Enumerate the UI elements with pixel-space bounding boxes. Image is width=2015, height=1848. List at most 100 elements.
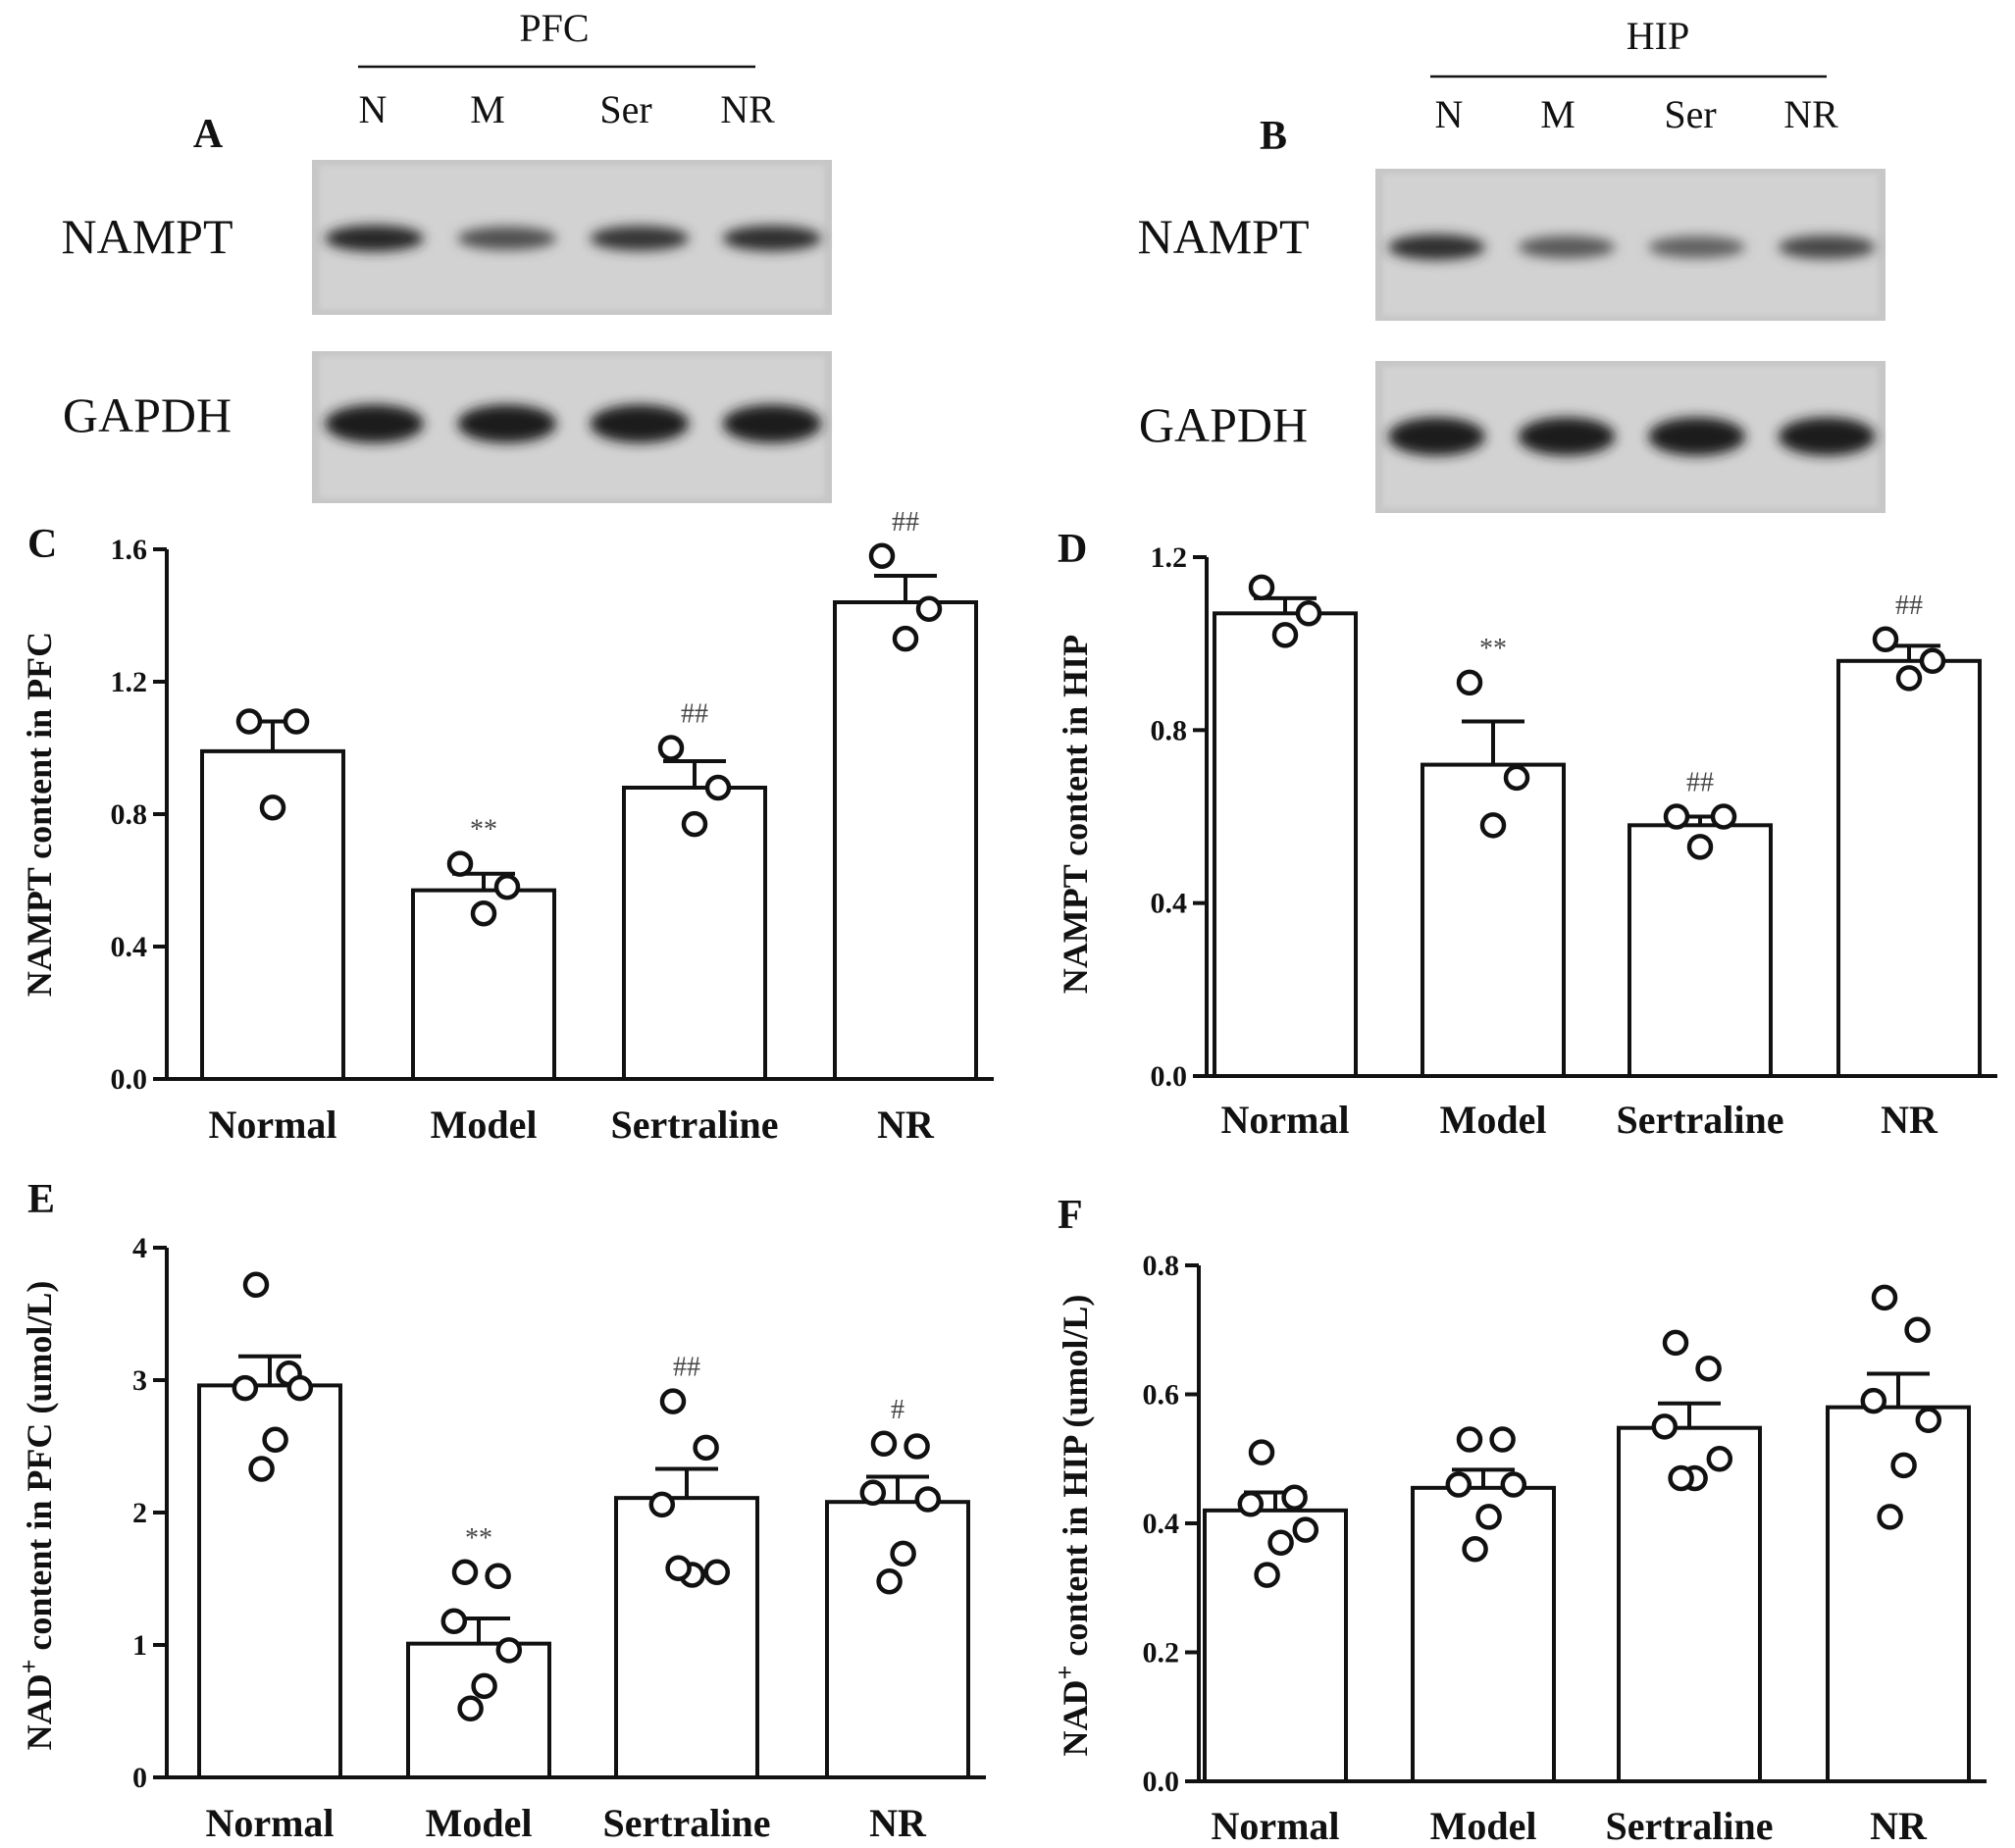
data-point [471,1672,497,1700]
blot-band-nampt [1648,235,1745,259]
data-point [665,1555,692,1581]
lane-label: NR [1783,92,1838,136]
data-point [1456,669,1483,696]
bar [1411,1485,1556,1784]
tissue-group-label: PFC [519,6,589,50]
data-point [495,1637,523,1664]
data-point [868,542,896,569]
data-point [1489,1426,1516,1453]
y-tick-label: 0.6 [1143,1379,1180,1412]
bar-chart-layer: C 0.0 0.4 0.8 1.2 1.6 NAMPT content in PFC Norm… [15,507,1997,1848]
x-tick-label: NR [1870,1804,1928,1848]
data-point [1890,1452,1917,1479]
y-tick-label: 0.8 [1151,714,1188,746]
data-point [1710,803,1737,830]
y-tick-label: 1.2 [111,666,148,698]
data-point [1651,1413,1679,1440]
data-point [1662,1329,1689,1357]
data-point [657,735,685,761]
y-axis-label-main: NAMPT content in PFC [20,632,59,997]
panel-letter: D [1058,527,1087,572]
x-tick-label: Sertraline [610,1103,778,1147]
y-axis-label-rest: content in PFC (umol/L) [20,1281,59,1660]
y-axis-label-main: NAD [20,1673,59,1750]
data-point [1237,1491,1265,1517]
data-point [703,1559,731,1585]
data-point [1271,622,1299,648]
data-point [451,1559,479,1585]
bar [1213,611,1358,1079]
x-tick-label: Model [1430,1804,1537,1848]
significance-marker: ## [1895,590,1923,621]
significance-marker: ## [681,699,708,730]
significance-marker: ## [892,507,919,538]
blot-band-gapdh [457,404,557,443]
y-tick-label: 3 [132,1364,147,1397]
data-point [242,1271,270,1299]
y-tick-label: 0.4 [111,931,148,963]
y-axis-label-sup: + [15,1660,43,1674]
chart-panel-f: F 0.0 0.2 0.4 0.6 0.8 NAD+ content in HIP (umo… [1051,1193,1987,1848]
y-tick-label: 0.4 [1143,1508,1180,1540]
data-point [470,900,497,927]
significance-marker: ** [1479,634,1507,664]
data-point [1248,1439,1275,1465]
data-point [659,1388,687,1414]
y-tick-label: 2 [132,1497,147,1529]
data-point [1871,1284,1898,1311]
y-tick-label: 0.8 [1143,1250,1180,1282]
data-point [1503,764,1530,792]
data-point [1292,1516,1319,1543]
data-point [1860,1387,1887,1414]
y-axis-label: NAMPT content in PFC [20,632,59,997]
blot-band-nampt [722,225,822,252]
y-tick-label: 0.0 [1143,1766,1180,1798]
blot-band-gapdh [1388,417,1485,456]
y-axis-label-main: NAMPT content in HIP [1056,635,1095,994]
bar [1628,823,1773,1078]
data-point [1267,1529,1294,1556]
y-tick-label: 1.2 [1151,541,1188,574]
protein-label-nampt: NAMPT [1137,209,1309,264]
x-tick-label: Model [426,1801,533,1845]
x-tick-label: Model [431,1103,538,1147]
data-point [704,774,732,801]
x-tick-label: NR [877,1103,935,1147]
bar [833,600,978,1081]
bar [200,748,345,1081]
data-point [1919,647,1946,675]
data-point [1663,803,1690,830]
data-point [915,595,943,622]
x-tick-label: NR [1881,1098,1938,1142]
tissue-group-label: HIP [1627,14,1689,58]
significance-marker: ## [1686,768,1714,798]
y-axis-label-sup: + [1051,1666,1079,1680]
data-point [904,1433,930,1460]
data-point [485,1563,511,1590]
bar [1836,658,1982,1078]
data-point [1254,1562,1280,1588]
blot-panel-b: B HIP N M Ser NR NAMPT GAPDH [1137,14,1886,513]
panel-letter: C [27,522,57,567]
data-point [1500,1471,1527,1498]
significance-marker: # [891,1395,904,1425]
data-point [1877,1504,1903,1530]
x-tick-label: Normal [205,1801,334,1845]
y-tick-label: 1.6 [111,534,148,566]
y-axis-label-rest: content in HIP (umol/L) [1056,1295,1095,1666]
data-point [890,1540,916,1567]
data-point [1479,812,1507,839]
lane-label: Ser [1664,92,1716,136]
panel-letter: F [1058,1193,1083,1238]
y-axis-label: NAD+ content in HIP (umol/L) [1051,1295,1095,1757]
bar [1421,762,1566,1078]
blot-band-gapdh [722,404,822,443]
data-point [1915,1407,1942,1434]
x-tick-label: Sertraline [602,1801,770,1845]
data-point [892,625,919,652]
data-point [457,1695,484,1722]
y-tick-label: 4 [132,1232,147,1264]
data-point [681,810,708,838]
data-point [248,1456,275,1482]
data-point [1281,1484,1308,1511]
